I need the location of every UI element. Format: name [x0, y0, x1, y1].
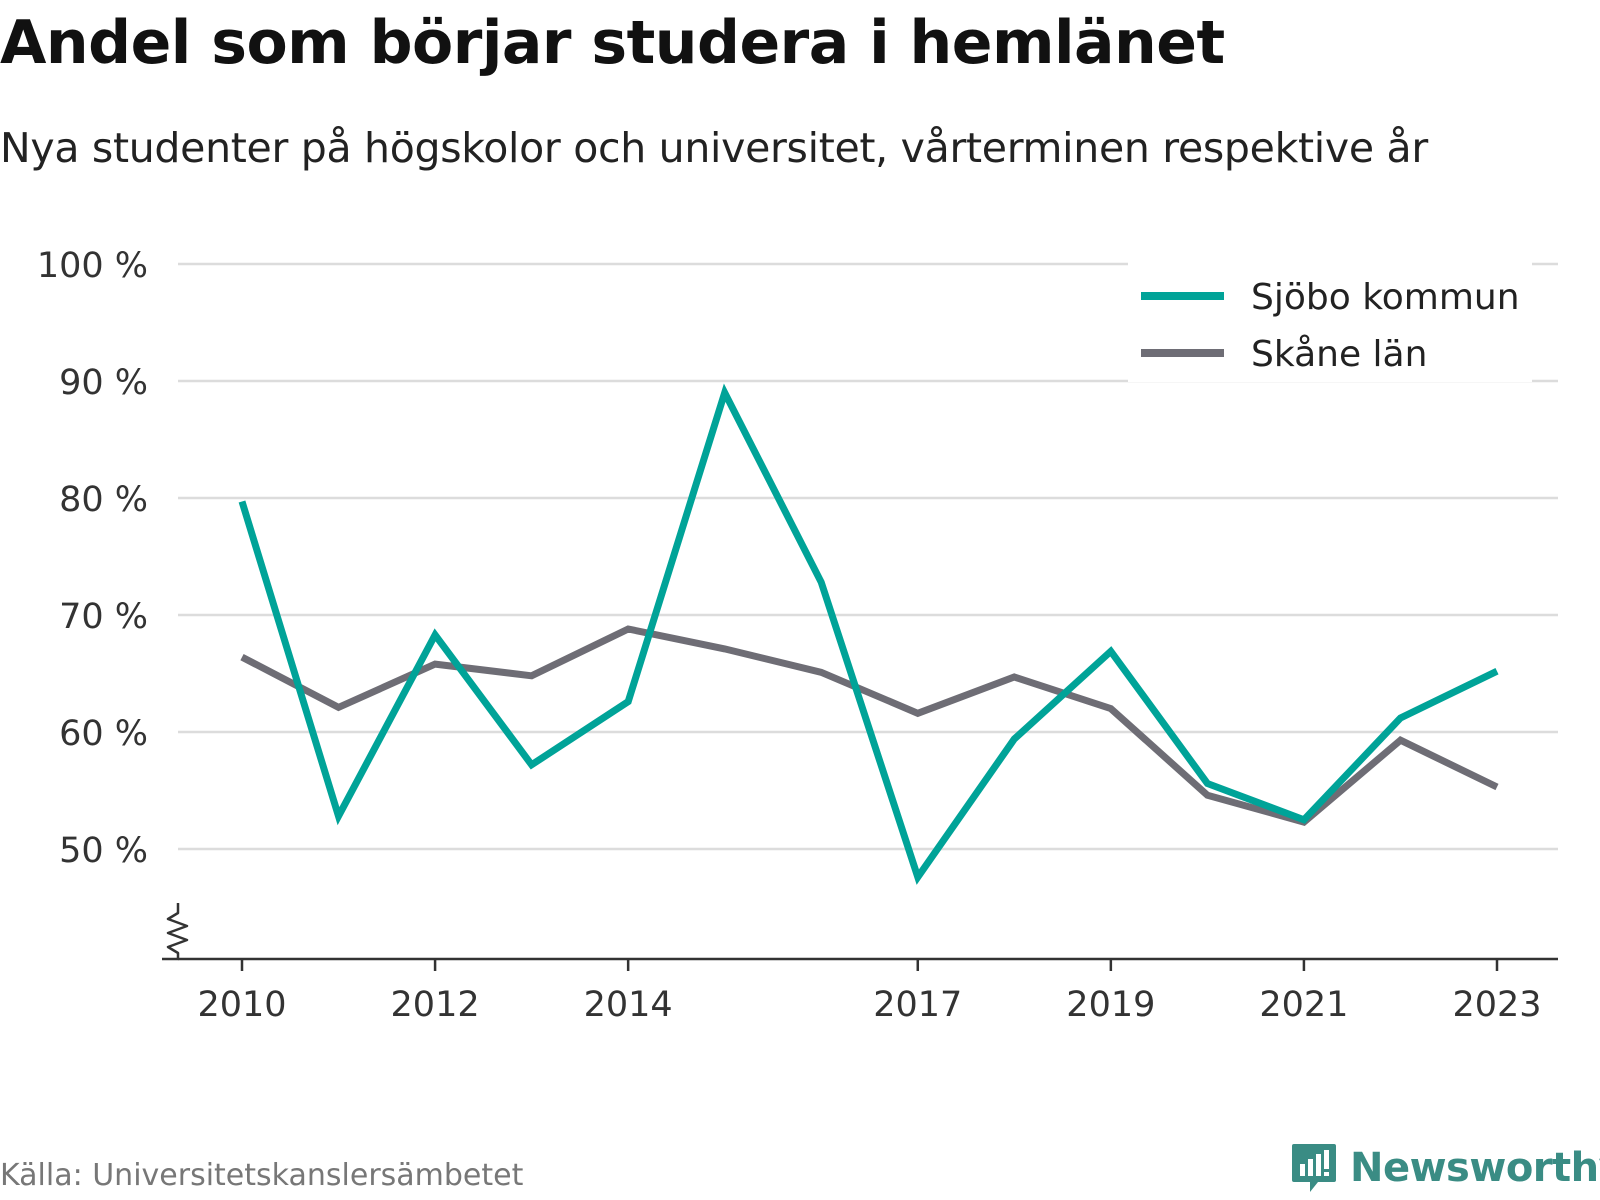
legend-label: Skåne län [1251, 334, 1427, 375]
axis-break-icon [162, 903, 189, 961]
y-tick-label: 80 % [59, 480, 148, 520]
logo-text: Newsworthy [1350, 1145, 1600, 1191]
x-tick-label: 2012 [391, 985, 480, 1025]
chart-title: Andel som börjar studera i hemlänet [0, 8, 1225, 78]
y-tick-label: 50 % [59, 831, 148, 871]
y-tick-label: 100 % [37, 246, 148, 286]
x-tick-label: 2017 [873, 985, 962, 1025]
y-tick-label: 90 % [59, 363, 148, 403]
x-tick-label: 2021 [1259, 985, 1348, 1025]
chart-subtitle: Nya studenter på högskolor och universit… [0, 124, 1428, 172]
series-line [240, 625, 1499, 826]
y-tick-label: 70 % [59, 597, 148, 637]
x-tick-label: 2019 [1066, 985, 1155, 1025]
x-tick-label: 2010 [197, 985, 286, 1025]
newsworthy-logo: Newsworthy [1290, 1142, 1600, 1194]
source-note: Källa: Universitetskanslersämbetet [0, 1158, 524, 1193]
series-line [238, 383, 1499, 885]
legend-box [1128, 262, 1532, 382]
legend-label: Sjöbo kommun [1251, 277, 1520, 318]
y-tick-label: 60 % [59, 714, 148, 754]
x-tick-label: 2014 [584, 985, 673, 1025]
newsworthy-logo-icon [1292, 1144, 1336, 1192]
x-tick-label: 2023 [1452, 985, 1541, 1025]
